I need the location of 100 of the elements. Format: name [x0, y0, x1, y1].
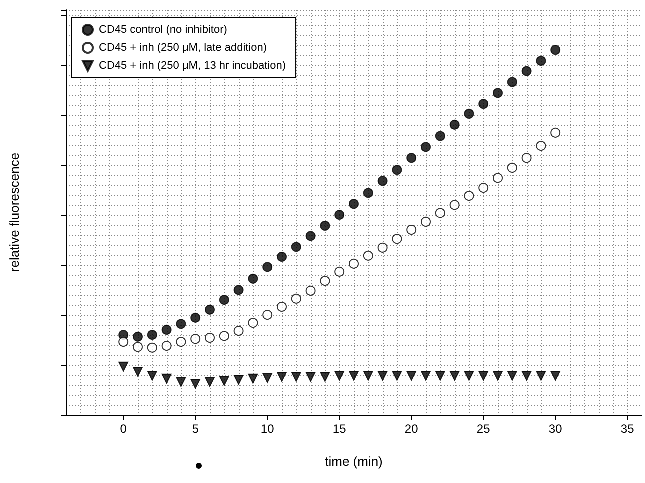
point: [363, 188, 374, 198]
point: [234, 285, 244, 296]
point: [133, 366, 143, 377]
point: [406, 153, 417, 164]
x-tick-label: 5: [192, 422, 200, 436]
point: [536, 141, 546, 152]
point: [349, 370, 359, 381]
point: [162, 341, 172, 352]
x-axis-title: time (min): [325, 454, 383, 469]
point: [306, 372, 316, 382]
point: [320, 372, 330, 382]
point: [291, 372, 302, 382]
point: [349, 199, 359, 210]
point: [234, 326, 244, 336]
point: [450, 200, 460, 210]
point: [507, 77, 518, 88]
point: [234, 374, 244, 385]
point: [392, 165, 402, 176]
point: [464, 108, 474, 119]
point: [248, 318, 258, 328]
point: [248, 374, 258, 384]
point: [363, 250, 374, 261]
point: [176, 377, 186, 388]
point: [392, 370, 402, 381]
point: [306, 286, 316, 296]
point: [118, 337, 129, 348]
point: [522, 66, 532, 76]
point: [421, 142, 431, 152]
point: [205, 304, 215, 315]
x-tick-label: 35: [620, 422, 635, 436]
point: [190, 312, 201, 323]
point: [435, 131, 446, 142]
point: [176, 319, 186, 330]
x-tick-label: 15: [332, 422, 347, 436]
legend-label: CD45 + inh (250 μM, 13 hr incubation): [99, 60, 286, 72]
point: [421, 370, 431, 381]
point: [435, 370, 446, 381]
point: [262, 262, 273, 272]
point: [133, 332, 143, 342]
point: [349, 258, 359, 269]
point: [507, 370, 518, 381]
point: [262, 310, 273, 320]
point: [363, 370, 374, 381]
point: [522, 153, 532, 164]
point: [306, 231, 316, 242]
point: [133, 342, 143, 352]
point: [262, 373, 273, 384]
point: [464, 191, 474, 202]
point: [118, 362, 129, 372]
point: [147, 330, 158, 340]
point: [248, 274, 258, 284]
point: [493, 173, 503, 184]
point: [190, 378, 201, 389]
point: [162, 324, 172, 335]
x-tick-label: 0: [120, 422, 128, 436]
point: [334, 210, 345, 220]
point: [277, 372, 287, 382]
point: [493, 88, 503, 98]
point: [550, 128, 561, 138]
point: [478, 370, 489, 381]
point: [450, 120, 460, 130]
point: [334, 266, 345, 277]
point: [378, 176, 388, 186]
point: [507, 162, 518, 173]
y-axis-title: relative fluorescence: [7, 152, 22, 272]
point: [147, 342, 158, 353]
point: [450, 370, 460, 381]
legend-label: CD45 control (no inhibitor): [99, 24, 228, 36]
point: [190, 334, 201, 344]
point: [478, 99, 489, 110]
point: [406, 370, 417, 381]
x-tick-label: 25: [476, 422, 491, 436]
point: [478, 183, 489, 194]
point: [320, 276, 330, 286]
point: [176, 337, 186, 348]
point: [550, 45, 561, 56]
point: [435, 208, 446, 218]
x-tick-label: 10: [260, 422, 275, 436]
point: [378, 242, 388, 253]
point: [378, 370, 388, 381]
point: [522, 370, 532, 381]
point: [162, 374, 172, 384]
point: [205, 333, 215, 344]
point: [291, 294, 302, 304]
point: [277, 302, 287, 312]
point: [493, 370, 503, 381]
point: [219, 331, 230, 342]
point: [421, 216, 431, 227]
point: [277, 252, 287, 262]
point: [536, 370, 546, 381]
point: [536, 56, 546, 66]
point: [550, 370, 561, 381]
point: [320, 221, 330, 231]
point: [406, 225, 417, 236]
point: [219, 295, 230, 306]
x-tick-label: 30: [548, 422, 563, 436]
point: [464, 370, 474, 381]
point: [291, 242, 302, 252]
x-tick-label: 20: [404, 422, 419, 436]
point: [219, 376, 230, 386]
